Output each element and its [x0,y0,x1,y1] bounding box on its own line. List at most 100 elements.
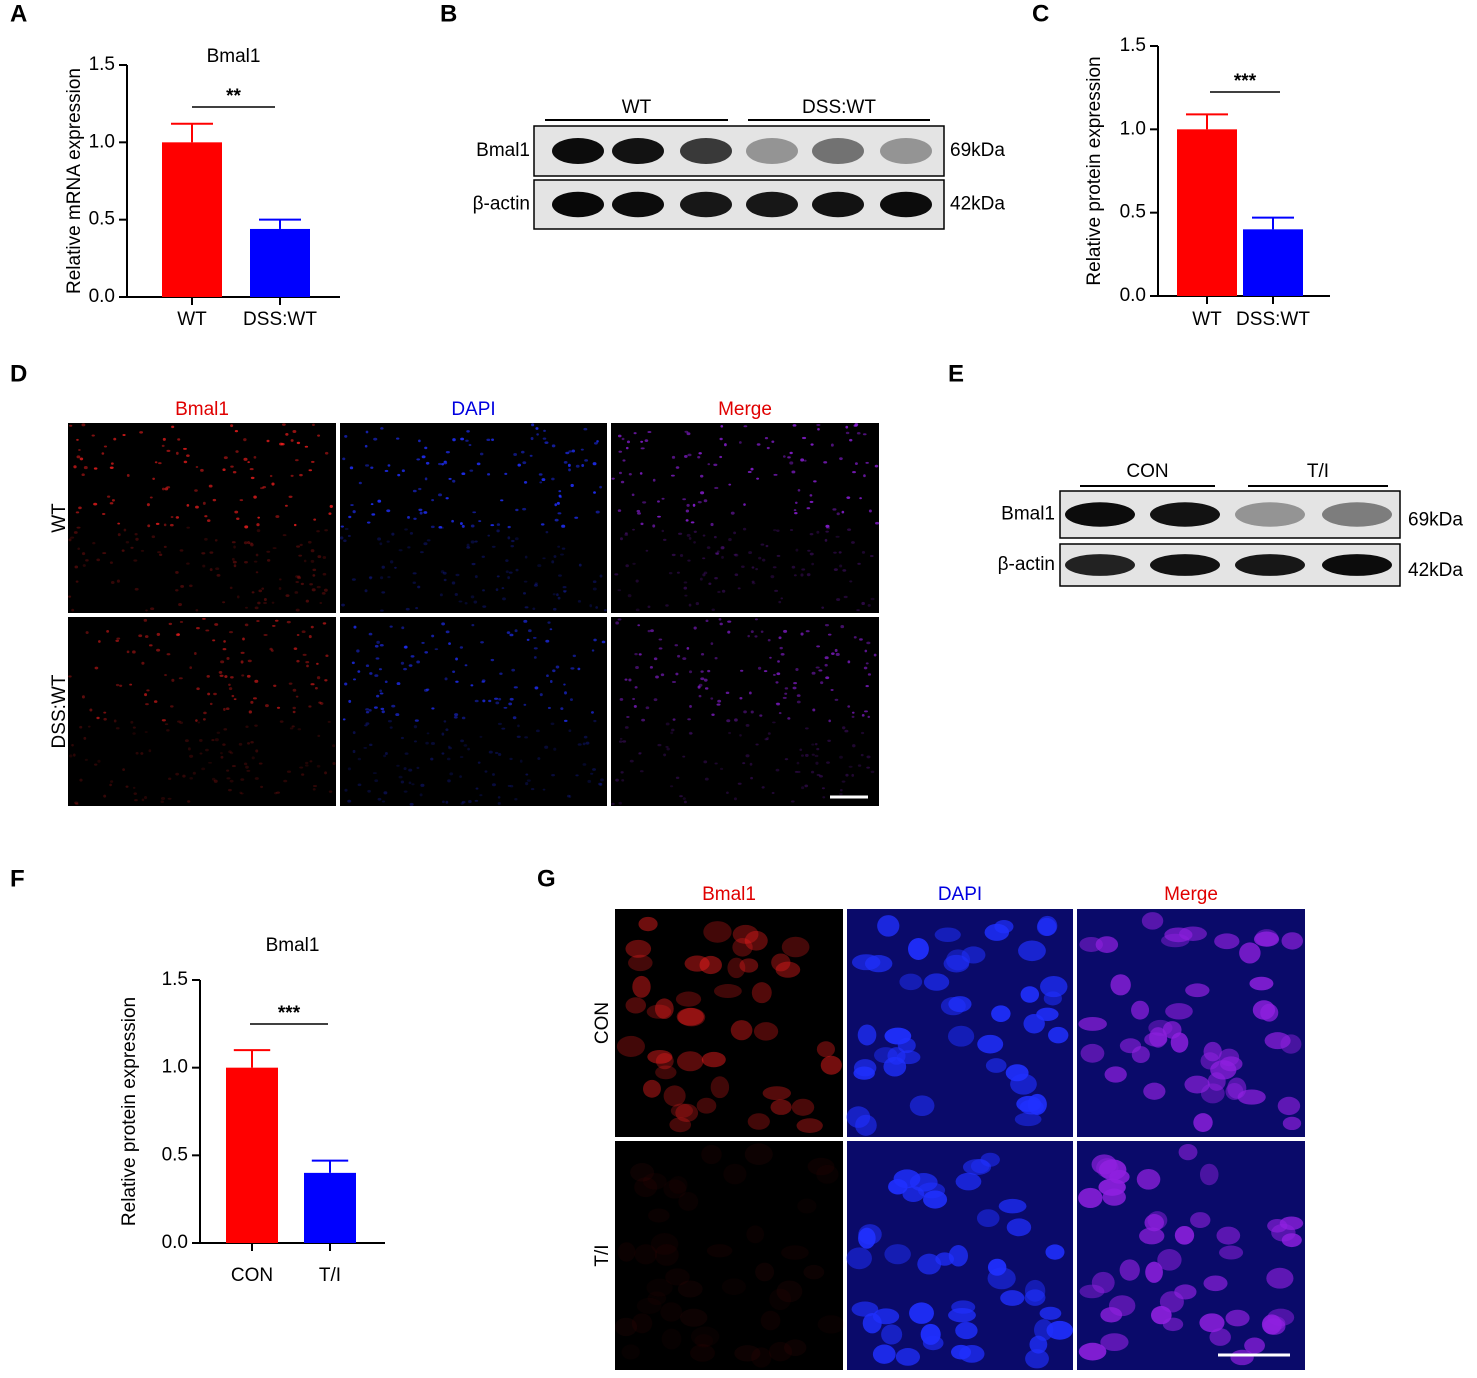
cell [816,1165,838,1184]
cell [549,679,553,683]
cell [145,609,148,612]
cell [396,764,400,767]
size-label: 42kDa [1408,560,1463,581]
cell [532,636,537,639]
cell [537,757,541,761]
cell [787,456,791,459]
cell [459,775,462,778]
cell [665,1268,690,1285]
micrograph [340,423,607,613]
cell [621,437,625,441]
cell [714,657,718,660]
cell [391,704,396,708]
cell [642,1079,661,1098]
cell [1131,1000,1150,1020]
cell [592,587,597,591]
cell [272,547,277,550]
cell [357,670,361,673]
cell [636,509,641,513]
cell [676,571,680,574]
cell [1016,1095,1042,1112]
cell [750,467,754,471]
cell [677,654,681,658]
cell [832,508,837,511]
cell [599,485,603,489]
cell [258,589,263,593]
cell [293,647,298,650]
y-tick-label: 1.0 [162,1057,188,1078]
cell [1119,1038,1142,1054]
cell [828,719,831,723]
cell [251,591,255,594]
cell [132,650,136,654]
cell [730,1020,753,1041]
cell [852,471,856,474]
cell [424,651,429,654]
cell [859,497,862,500]
column-label: DAPI [451,399,495,420]
cell [187,800,191,803]
cell [813,480,817,483]
cell [537,564,542,568]
cell [849,438,853,442]
cell [793,574,797,577]
cell [135,751,139,755]
cell [831,652,835,655]
cell [244,561,248,564]
cell [442,571,447,575]
cell [823,461,828,464]
cell [146,689,150,692]
cell [816,645,821,648]
cell [727,630,731,634]
cell [875,521,880,525]
panel-label: A [10,0,27,27]
cell [448,746,452,750]
cell [739,697,743,700]
cell [728,483,732,486]
cell [84,758,88,761]
cell [730,511,735,515]
cell [530,788,535,791]
cell [292,688,297,692]
cell [547,706,551,709]
cell [175,451,179,455]
cell [122,433,126,436]
cell [1174,1284,1197,1300]
cell [618,740,623,743]
cell [776,1280,803,1303]
cell [201,767,206,771]
cell [749,762,753,766]
significance: *** [1234,71,1257,92]
cell [299,543,303,547]
column-label: Merge [1164,884,1218,905]
cell [474,540,478,543]
cell [844,729,849,733]
cell [1143,1082,1166,1100]
cell [856,431,861,435]
cell [226,657,230,660]
cell [1281,932,1304,950]
cell [482,605,487,608]
cell [161,719,166,722]
cell [700,652,705,656]
cell [677,1007,706,1027]
cell [822,796,826,799]
cell [775,702,780,705]
cell [244,623,249,627]
cell [826,526,831,530]
cell [866,766,870,769]
cell [614,573,619,576]
cell [202,501,206,505]
cell [133,792,138,795]
cell [206,519,211,523]
cell [619,697,624,701]
cell [408,781,412,785]
cell [816,773,821,776]
cell [570,667,575,670]
cell [738,441,742,444]
cell [827,739,831,742]
cell [692,503,696,507]
cell [1046,1320,1073,1340]
cell [309,760,313,763]
cell [575,774,579,777]
